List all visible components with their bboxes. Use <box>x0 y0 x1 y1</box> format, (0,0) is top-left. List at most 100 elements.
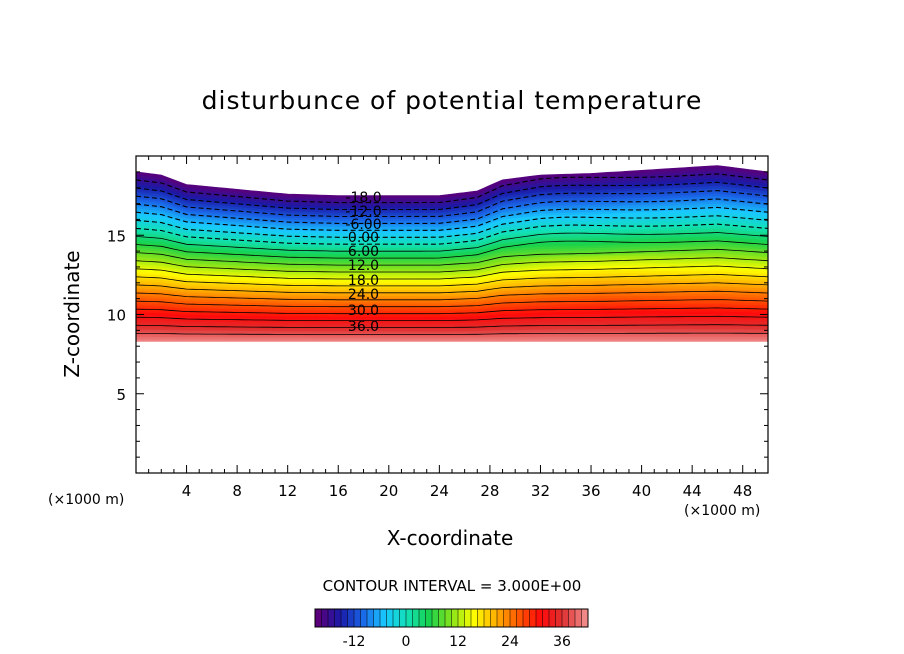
x-tick-label: 4 <box>182 482 192 500</box>
colorbar-swatch <box>445 609 452 627</box>
colorbar-swatch <box>477 609 485 627</box>
contour-line <box>135 173 769 204</box>
contour-labels-layer: -18.0-12.0-6.000.006.0012.018.024.030.03… <box>345 190 381 335</box>
colorbar-swatch <box>451 609 459 627</box>
colorbar-swatch <box>406 609 413 627</box>
colorbar-tick-label: -12 <box>343 634 366 650</box>
colorbar-swatch <box>562 609 569 627</box>
x-tick-label: 16 <box>329 482 348 500</box>
colorbar-swatch <box>399 609 407 627</box>
colorbar-swatch <box>523 609 530 627</box>
y-tick-label: 10 <box>107 307 126 325</box>
x-tick-label: 8 <box>232 482 242 500</box>
x-tick-label: 28 <box>480 482 499 500</box>
contour-line <box>135 257 769 273</box>
colorbar-swatch <box>458 609 465 627</box>
colorbar-swatch <box>575 609 582 627</box>
y-tick-label: 15 <box>107 227 126 245</box>
y-tick-label: 5 <box>116 386 126 404</box>
colorbar-tick-label: 36 <box>553 634 571 650</box>
contour-line <box>135 248 769 266</box>
colorbar-swatch <box>354 609 361 627</box>
contour-line <box>135 290 769 301</box>
colorbar-swatch <box>386 609 394 627</box>
colorbar-swatch <box>380 609 387 627</box>
contour-line <box>135 324 769 329</box>
x-tick-label: 48 <box>733 482 752 500</box>
contour-line <box>135 223 769 245</box>
contour-label: -18.0 <box>345 190 381 206</box>
contour-line <box>135 215 769 238</box>
x-tick-label: 40 <box>632 482 651 500</box>
colorbar-swatch <box>432 609 439 627</box>
colorbar-swatch <box>581 609 589 627</box>
colorbar-swatch <box>328 609 335 627</box>
x-tick-label: 20 <box>379 482 398 500</box>
colorbar-swatch <box>484 609 491 627</box>
colorbar-swatch <box>490 609 498 627</box>
contour-line <box>135 273 769 287</box>
contour-line <box>135 206 769 231</box>
colorbar-swatch <box>471 609 478 627</box>
colorbar-swatch <box>360 609 368 627</box>
contour-line <box>136 332 769 335</box>
colorbar: -12 0 12 24 36 <box>314 608 589 650</box>
colorbar-swatch <box>516 609 524 627</box>
contour-label: -12.0 <box>345 204 381 220</box>
contour-line <box>135 198 769 224</box>
colorbar-tick-label: 12 <box>449 634 467 650</box>
contour-label: 0.00 <box>348 230 379 246</box>
colorbar-swatch <box>438 609 446 627</box>
y-axis-label: Z-coordinate <box>60 250 84 378</box>
colorbar-swatch <box>503 609 511 627</box>
colorbar-swatch <box>425 609 433 627</box>
colorbar-swatch <box>549 609 556 627</box>
contour-lines-layer <box>135 173 769 335</box>
colorbar-swatch <box>412 609 420 627</box>
colorbar-swatch <box>315 609 322 627</box>
contour-label: 18.0 <box>348 273 379 289</box>
contour-line <box>135 282 769 294</box>
contour-label: 30.0 <box>348 303 379 319</box>
colorbar-swatch <box>373 609 381 627</box>
colorbar-frame <box>314 608 589 628</box>
colorbar-swatch <box>334 609 342 627</box>
colorbar-swatch <box>542 609 550 627</box>
contour-line <box>135 240 769 259</box>
contour-line <box>135 307 769 315</box>
contour-line <box>135 232 769 252</box>
colorbar-swatch <box>536 609 543 627</box>
colorbar-swatch <box>321 609 329 627</box>
y-unit-label: (×1000 m) <box>48 492 125 508</box>
colorbar-swatch <box>464 609 472 627</box>
x-unit-label: (×1000 m) <box>684 503 761 519</box>
contour-line <box>135 299 769 308</box>
colorbar-swatch <box>367 609 374 627</box>
x-axis-label: X-coordinate <box>386 526 514 550</box>
contour-label: 6.00 <box>348 244 379 260</box>
contour-line <box>135 190 769 218</box>
colorbar-swatch <box>341 609 348 627</box>
colorbar-swatch <box>568 609 576 627</box>
contour-line <box>135 265 769 280</box>
colorbar-tick-label: 24 <box>501 634 519 650</box>
x-tick-label: 24 <box>430 482 449 500</box>
chart-title: disturbunce of potential temperature <box>201 86 703 115</box>
contour-line <box>135 181 769 211</box>
x-tick-label: 44 <box>683 482 702 500</box>
colorbar-swatch <box>419 609 426 627</box>
contour-label: 36.0 <box>348 319 379 335</box>
colorbar-swatch <box>555 609 563 627</box>
contour-label: 12.0 <box>348 258 379 274</box>
colorbar-swatch <box>347 609 355 627</box>
color-fill-layer <box>135 165 769 342</box>
contour-label: 24.0 <box>348 287 379 303</box>
colorbar-swatch <box>510 609 517 627</box>
colorbar-tick-label: 0 <box>402 634 411 650</box>
contour-interval-label: CONTOUR INTERVAL = 3.000E+00 <box>322 577 582 595</box>
colorbar-swatch <box>497 609 504 627</box>
x-tick-label: 36 <box>581 482 600 500</box>
contour-label: -6.00 <box>345 217 381 233</box>
